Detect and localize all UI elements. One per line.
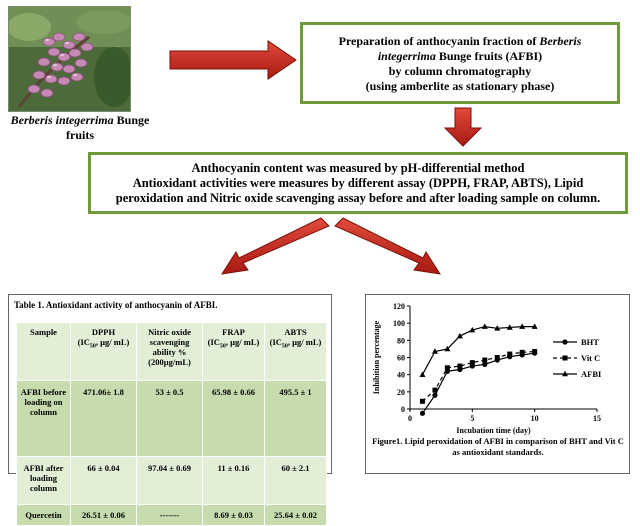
prep-line2: integerrima Bunge fruits (AFBI) [303, 49, 617, 64]
header-dpph: DPPH (IC50, µg/ mL) [70, 322, 137, 381]
legend-marker [562, 370, 568, 377]
berberis-fruit-image [9, 7, 130, 111]
header-nitric-oxide: Nitric oxide scavenging ability % (200µg/… [136, 322, 203, 381]
x-axis-label: Incubation time (day) [456, 426, 531, 435]
data-point-afbi [481, 323, 488, 329]
arrow-to-table [220, 217, 330, 275]
table-cell: 97.04 ± 0.69 [136, 456, 203, 505]
y-tick-label: 120 [393, 302, 405, 311]
caption-species: Berberis integerrima [10, 113, 114, 127]
caption-rest: Bunge fruits [66, 113, 150, 142]
prep-line3: by column chromatography [388, 64, 532, 78]
table-row: AFBI before loading on column 471.06± 1.… [16, 380, 327, 457]
data-point-vit-c [519, 349, 525, 355]
antioxidant-table: Sample DPPH (IC50, µg/ mL) Nitric oxide s… [16, 322, 327, 526]
legend-label: Vit C [581, 353, 600, 363]
data-point-afbi [494, 325, 501, 331]
assay-line2: Antioxidant activities were measures by … [132, 176, 584, 190]
table-cell: 495.5 ± 1 [264, 380, 327, 457]
table-cell: 8.69 ± 0.03 [202, 504, 265, 526]
x-tick-label: 15 [593, 414, 601, 423]
data-point-afbi [431, 348, 438, 354]
prep-line2-a: integerrima [377, 49, 436, 63]
data-point-vit-c [482, 357, 488, 363]
series-line-vit-c [422, 350, 535, 402]
assay-box: Anthocyanin content was measured by pH-d… [88, 152, 628, 214]
data-point-vit-c [494, 355, 500, 360]
prep-line2-b: Bunge fruits (AFBI) [438, 49, 543, 63]
table-cell: 53 ± 0.5 [136, 380, 203, 457]
data-point-vit-c [444, 365, 450, 371]
x-tick-label: 10 [531, 414, 539, 423]
data-point-afbi [456, 332, 463, 339]
data-point-afbi [419, 371, 426, 377]
table-row: AFBI after loading column 66 ± 0.04 97.0… [16, 456, 327, 505]
data-point-bht [419, 410, 426, 416]
data-point-afbi [469, 326, 476, 333]
data-point-vit-c [419, 398, 425, 404]
photo-caption: Berberis integerrima Bunge fruits [4, 113, 156, 143]
data-point-vit-c [532, 348, 538, 354]
flow-arrows [169, 40, 483, 275]
data-point-vit-c [432, 387, 438, 393]
y-tick-label: 80 [397, 336, 405, 345]
legend-marker [562, 339, 568, 345]
legend-label: BHT [581, 337, 599, 347]
series-line-afbi [421, 325, 535, 375]
table-cell: 11 ± 0.16 [202, 456, 265, 505]
header-frap: FRAP (IC50, µg/ mL) [202, 322, 265, 381]
x-tick-label: 5 [470, 414, 474, 423]
y-tick-label: 0 [401, 405, 405, 414]
arrow-to-chart [334, 217, 442, 275]
arrow-to-preparation [169, 40, 297, 80]
table-cell: 26.51 ± 0.06 [70, 504, 137, 526]
figure-caption: Figure1. Lipid peroxidation of AFBI in c… [372, 436, 624, 457]
y-tick-label: 60 [397, 354, 405, 363]
table-cell: 66 ± 0.04 [70, 456, 137, 505]
table-cell: 25.64 ± 0.02 [264, 504, 327, 526]
table-cell: 65.98 ± 0.66 [202, 380, 265, 457]
prep-line1: Preparation of anthocyanin fraction of B… [303, 34, 617, 49]
data-point-vit-c [457, 363, 463, 369]
series-line-bht [421, 352, 535, 414]
table-header-row: Sample DPPH (IC50, µg/ mL) Nitric oxide s… [16, 322, 327, 381]
header-sample: Sample [16, 322, 71, 381]
y-axis-label: Inhibition percentage [372, 320, 381, 394]
chart-panel [365, 294, 630, 474]
y-tick-label: 40 [397, 371, 405, 380]
preparation-box: Preparation of anthocyanin fraction of B… [300, 22, 620, 104]
berberis-fruit-photo [8, 6, 131, 112]
table-title: Table 1. Antioxidant activity of anthocy… [14, 300, 218, 310]
y-tick-label: 100 [393, 319, 405, 328]
data-point-afbi [531, 323, 538, 329]
data-point-bht [432, 392, 438, 398]
data-point-afbi [506, 324, 513, 330]
table-cell: AFBI before loading on column [16, 380, 71, 457]
x-tick-label: 0 [408, 414, 412, 423]
legend-label: AFBI [581, 369, 602, 379]
header-abts: ABTS (IC50, µg/ mL) [264, 322, 327, 381]
table-cell: AFBI after loading column [16, 456, 71, 505]
data-point-afbi [444, 345, 451, 352]
assay-line3: peroxidation and Nitric oxide scavenging… [115, 191, 601, 205]
table-cell: 60 ± 2.1 [264, 456, 327, 505]
lipid-peroxidation-chart: 0 20 40 60 80 100 120 0 5 10 15 Incubation time (da… [372, 302, 602, 435]
prep-line4: (using amberlite as stationary phase) [365, 79, 555, 93]
data-point-vit-c [469, 360, 475, 366]
legend-marker [562, 355, 568, 361]
y-tick-label: 20 [397, 388, 405, 397]
table-cell: Quercetin [16, 504, 71, 526]
data-point-vit-c [507, 351, 513, 357]
table-row: Quercetin 26.51 ± 0.06 ------- 8.69 ± 0.… [16, 504, 327, 526]
data-point-bht [482, 361, 488, 367]
data-point-afbi [519, 323, 526, 329]
prep-line1-b: Berberis [539, 34, 582, 48]
prep-line1-a: Preparation of anthocyanin fraction of [338, 34, 537, 48]
table-cell: ------- [136, 504, 203, 526]
table-cell: 471.06± 1.8 [70, 380, 137, 457]
arrow-to-assays [443, 107, 483, 147]
assay-line1: Anthocyanin content was measured by pH-d… [191, 161, 525, 175]
